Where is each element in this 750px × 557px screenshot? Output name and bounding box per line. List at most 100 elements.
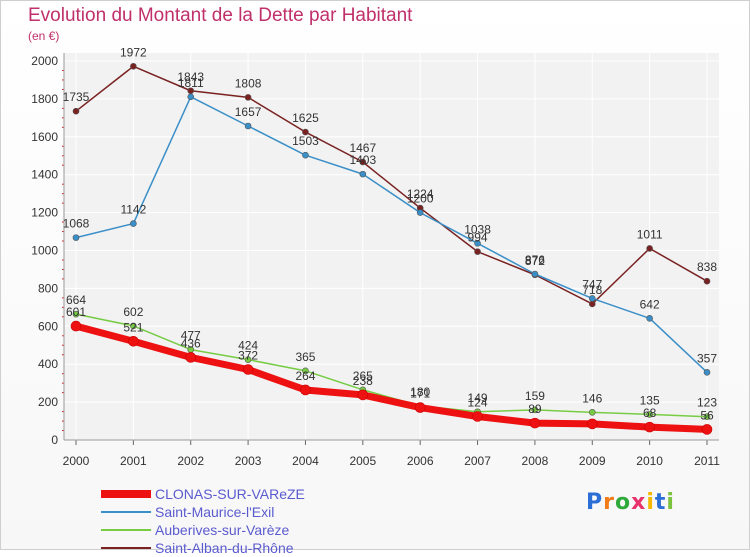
data-point-3 — [244, 94, 252, 101]
data-label: 1811 — [178, 76, 204, 90]
data-point-3 — [474, 248, 481, 255]
data-label: 68 — [643, 406, 657, 420]
data-label: 159 — [525, 389, 545, 403]
data-point-1 — [359, 170, 367, 178]
legend-label: CLONAS-SUR-VAReZE — [155, 486, 305, 502]
y-tick-label: 800 — [38, 281, 58, 295]
data-point-0 — [70, 320, 82, 332]
data-label: 876 — [525, 253, 545, 267]
data-point-1 — [474, 239, 481, 247]
data-label: 994 — [468, 231, 488, 245]
data-label: 372 — [238, 349, 258, 363]
data-label: 149 — [468, 391, 488, 405]
series-line-0 — [72, 322, 711, 433]
data-label: 477 — [181, 329, 201, 343]
x-tick-label: 2001 — [120, 454, 147, 468]
logo-letter: P — [586, 490, 604, 515]
y-tick-label: 600 — [38, 319, 58, 333]
x-tick-label: 2005 — [349, 454, 376, 468]
legend-label: Auberives-sur-Varèze — [155, 522, 290, 538]
data-point-1 — [72, 234, 80, 241]
data-point-2 — [531, 406, 539, 414]
data-point-1 — [531, 270, 539, 278]
data-label: 424 — [238, 339, 258, 353]
data-point-1 — [130, 220, 137, 227]
data-point-0 — [414, 402, 426, 413]
data-label: 1972 — [120, 45, 147, 59]
logo-letter: o — [614, 490, 632, 515]
data-label: 123 — [697, 396, 717, 410]
data-label: 146 — [582, 391, 602, 405]
data-point-3 — [130, 63, 137, 70]
data-point-2 — [302, 367, 309, 375]
y-tick-label: 0 — [51, 433, 58, 447]
logo-letter: r — [603, 490, 615, 515]
data-point-0 — [586, 418, 598, 430]
data-label: 1038 — [464, 222, 491, 236]
logo-letter: x — [631, 490, 647, 515]
data-point-3 — [359, 158, 367, 166]
data-point-2 — [646, 411, 653, 418]
data-point-1 — [416, 209, 424, 216]
legend-label: Saint-Maurice-l'Exil — [155, 504, 275, 520]
data-label: 1011 — [637, 227, 663, 241]
x-tick-label: 2007 — [464, 454, 491, 468]
y-tick-label: 1600 — [31, 130, 58, 144]
logo-letter: i — [646, 490, 655, 515]
data-point-3 — [588, 300, 596, 308]
y-tick-label: 400 — [38, 357, 58, 371]
data-point-0 — [529, 417, 541, 429]
proxiti-logo: Proxiti — [586, 490, 675, 515]
series-line-3 — [75, 65, 708, 305]
x-tick-label: 2003 — [235, 454, 262, 468]
data-label: 1467 — [349, 141, 376, 155]
data-label: 171 — [410, 387, 430, 401]
data-label: 838 — [697, 260, 717, 274]
y-tick-label: 1400 — [31, 168, 58, 182]
data-point-1 — [646, 315, 653, 322]
data-point-0 — [701, 424, 713, 435]
legend-item: Saint-Maurice-l'Exil — [101, 503, 305, 521]
data-point-0 — [357, 389, 369, 401]
legend-swatch — [101, 529, 151, 531]
data-point-1 — [588, 295, 596, 302]
legend-label: Saint-Alban-du-Rhône — [155, 540, 294, 556]
data-label: 1657 — [235, 105, 262, 119]
chart-title: Evolution du Montant de la Dette par Hab… — [28, 5, 413, 26]
y-tick-label: 1000 — [31, 244, 58, 258]
data-label: 1142 — [120, 203, 146, 217]
x-tick-label: 2006 — [407, 454, 434, 468]
y-tick-label: 200 — [38, 395, 58, 409]
data-point-1 — [703, 369, 711, 376]
y-tick-label: 1800 — [31, 92, 58, 106]
data-point-2 — [588, 409, 596, 416]
chart-subtitle: (en €) — [28, 29, 60, 43]
data-label: 56 — [700, 408, 714, 422]
data-label: 1068 — [63, 217, 90, 231]
data-label: 135 — [640, 393, 660, 407]
data-point-2 — [703, 413, 711, 420]
data-label: 238 — [353, 374, 373, 388]
data-label: 365 — [295, 350, 315, 364]
x-tick-label: 2010 — [636, 454, 663, 468]
data-label: 602 — [123, 305, 143, 319]
x-tick-label: 2009 — [579, 454, 606, 468]
data-point-0 — [242, 364, 254, 375]
data-label: 521 — [123, 320, 143, 334]
data-label: 265 — [353, 369, 373, 383]
data-point-1 — [187, 93, 195, 101]
data-point-3 — [703, 277, 711, 285]
legend-swatch — [101, 490, 151, 498]
data-label: 718 — [582, 283, 602, 297]
data-point-2 — [130, 322, 137, 330]
y-tick-label: 1200 — [31, 206, 58, 220]
x-tick-label: 2004 — [292, 454, 319, 468]
data-point-0 — [644, 421, 655, 433]
data-label: 642 — [640, 297, 660, 311]
data-label: 357 — [697, 351, 717, 365]
data-label: 1503 — [292, 134, 319, 148]
legend-swatch — [101, 511, 151, 513]
data-label: 180 — [410, 385, 430, 399]
data-point-1 — [244, 122, 252, 130]
